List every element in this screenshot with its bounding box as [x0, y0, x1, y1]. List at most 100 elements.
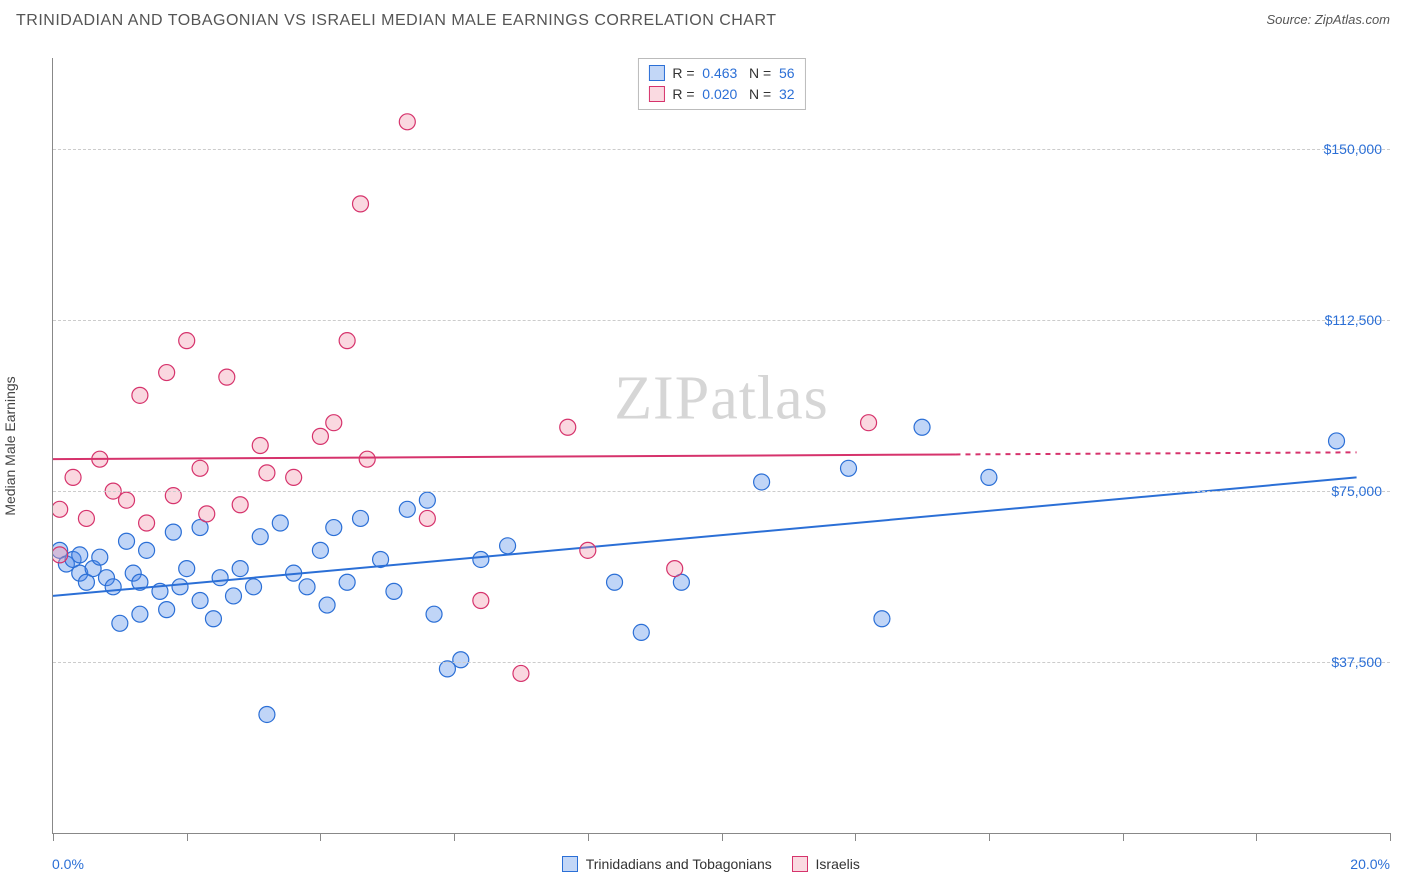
legend-swatch: [648, 65, 664, 81]
data-point: [353, 510, 369, 526]
legend-row: R = 0.020 N = 32: [648, 84, 794, 105]
gridline-h: [53, 149, 1390, 150]
source-label: Source: ZipAtlas.com: [1266, 12, 1390, 27]
data-point: [232, 497, 248, 513]
data-point: [339, 333, 355, 349]
data-point: [359, 451, 375, 467]
x-tick: [1123, 833, 1124, 841]
data-point: [419, 510, 435, 526]
data-point: [473, 593, 489, 609]
data-point: [353, 196, 369, 212]
data-point: [399, 114, 415, 130]
data-point: [212, 570, 228, 586]
data-point: [286, 469, 302, 485]
data-point: [560, 419, 576, 435]
data-point: [219, 369, 235, 385]
data-point: [72, 547, 88, 563]
x-tick: [722, 833, 723, 841]
data-point: [426, 606, 442, 622]
data-point: [1329, 433, 1345, 449]
x-tick: [320, 833, 321, 841]
data-point: [246, 579, 262, 595]
x-tick: [1256, 833, 1257, 841]
data-point: [580, 542, 596, 558]
data-point: [53, 547, 68, 563]
data-point: [92, 549, 108, 565]
data-point: [252, 438, 268, 454]
x-tick: [53, 833, 54, 841]
data-point: [633, 624, 649, 640]
gridline-h: [53, 320, 1390, 321]
data-point: [119, 492, 135, 508]
x-tick: [989, 833, 990, 841]
data-point: [192, 460, 208, 476]
trend-line: [53, 477, 1357, 596]
legend-row: R = 0.463 N = 56: [648, 63, 794, 84]
legend-swatch: [648, 86, 664, 102]
data-point: [53, 501, 68, 517]
chart-svg: [53, 58, 1390, 833]
data-point: [78, 510, 94, 526]
correlation-legend: R = 0.463 N = 56 R = 0.020 N = 32: [637, 58, 805, 110]
data-point: [65, 469, 81, 485]
data-point: [165, 524, 181, 540]
data-point: [399, 501, 415, 517]
data-point: [299, 579, 315, 595]
trend-line-dashed: [955, 452, 1356, 454]
data-point: [259, 706, 275, 722]
y-tick-label: $150,000: [1324, 141, 1382, 157]
data-point: [861, 415, 877, 431]
data-point: [841, 460, 857, 476]
data-point: [513, 665, 529, 681]
data-point: [119, 533, 135, 549]
data-point: [473, 551, 489, 567]
y-axis-label: Median Male Earnings: [2, 376, 18, 515]
data-point: [112, 615, 128, 631]
chart-title: TRINIDADIAN AND TOBAGONIAN VS ISRAELI ME…: [16, 12, 777, 30]
data-point: [179, 333, 195, 349]
data-point: [914, 419, 930, 435]
x-tick: [1390, 833, 1391, 841]
data-point: [874, 611, 890, 627]
trend-line: [53, 454, 955, 459]
legend-label: Israelis: [812, 856, 860, 872]
data-point: [159, 602, 175, 618]
plot-area: ZIPatlas R = 0.463 N = 56 R = 0.020 N = …: [52, 58, 1390, 834]
y-tick-label: $75,000: [1331, 483, 1382, 499]
data-point: [272, 515, 288, 531]
series-legend: Trinidadians and Tobagonians Israelis: [0, 856, 1406, 872]
y-tick-label: $112,500: [1325, 312, 1382, 328]
data-point: [326, 520, 342, 536]
legend-swatch: [792, 856, 808, 872]
data-point: [312, 428, 328, 444]
data-point: [981, 469, 997, 485]
data-point: [667, 561, 683, 577]
data-point: [132, 606, 148, 622]
data-point: [326, 415, 342, 431]
gridline-h: [53, 491, 1390, 492]
data-point: [159, 365, 175, 381]
gridline-h: [53, 662, 1390, 663]
data-point: [139, 542, 155, 558]
data-point: [453, 652, 469, 668]
data-point: [754, 474, 770, 490]
y-tick-label: $37,500: [1331, 654, 1382, 670]
x-tick: [588, 833, 589, 841]
x-tick: [187, 833, 188, 841]
data-point: [192, 593, 208, 609]
data-point: [419, 492, 435, 508]
data-point: [607, 574, 623, 590]
data-point: [232, 561, 248, 577]
data-point: [205, 611, 221, 627]
data-point: [172, 579, 188, 595]
data-point: [179, 561, 195, 577]
plot-container: ZIPatlas R = 0.463 N = 56 R = 0.020 N = …: [52, 58, 1390, 834]
data-point: [105, 579, 121, 595]
data-point: [165, 488, 181, 504]
data-point: [339, 574, 355, 590]
legend-swatch: [562, 856, 578, 872]
legend-label: Trinidadians and Tobagonians: [582, 856, 776, 872]
x-tick: [855, 833, 856, 841]
data-point: [132, 387, 148, 403]
data-point: [259, 465, 275, 481]
